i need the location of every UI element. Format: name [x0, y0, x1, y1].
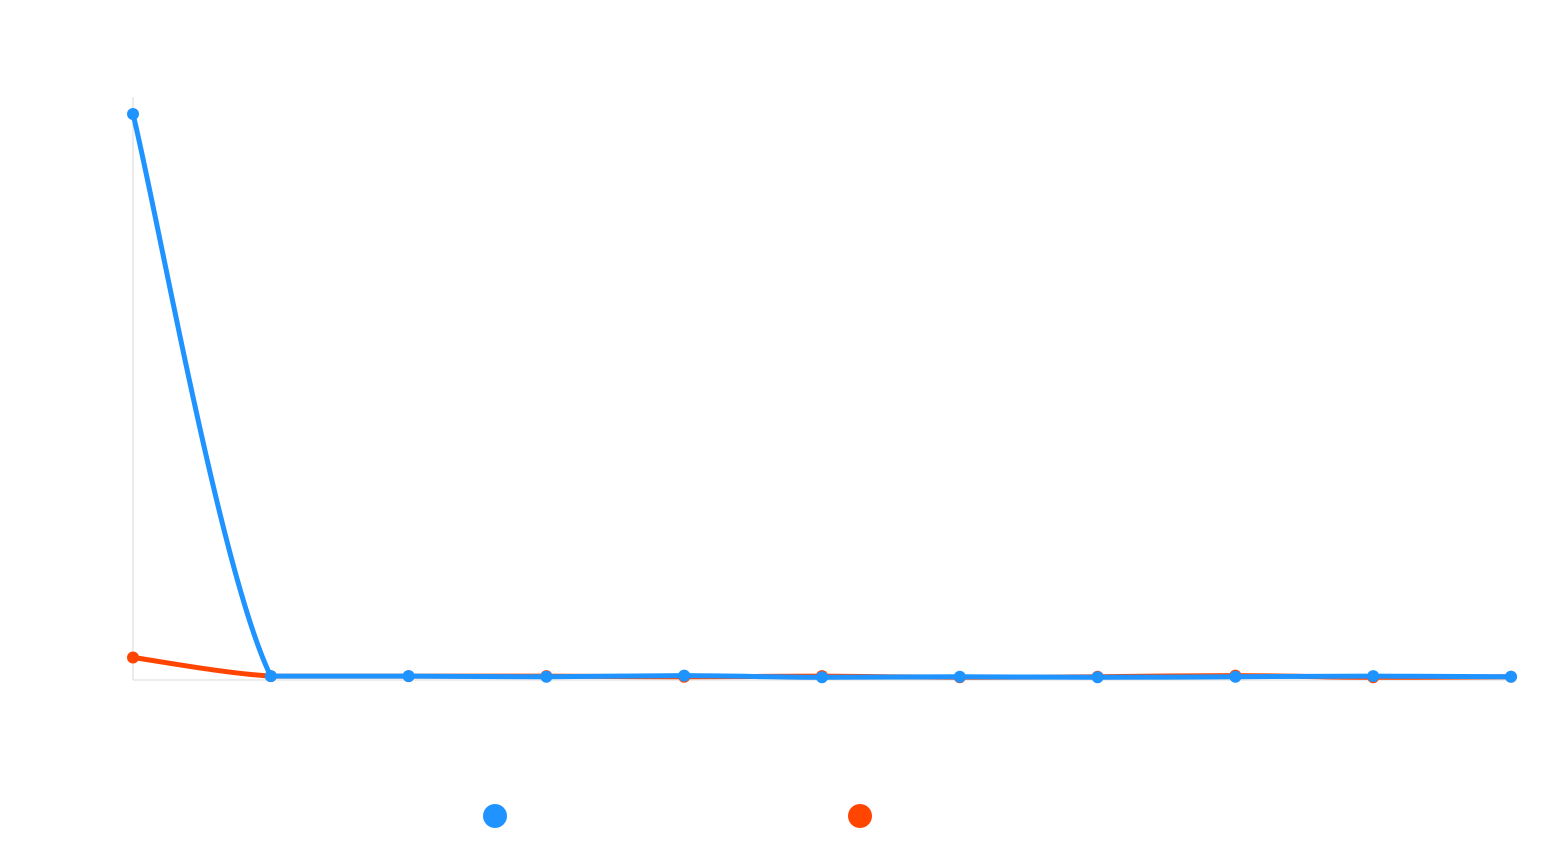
series-1-point-2[interactable]	[264, 670, 277, 683]
series-1-point-1[interactable]	[127, 108, 139, 120]
series-1	[127, 108, 1517, 684]
series-1-point-7[interactable]	[953, 670, 966, 683]
series-1-point-9[interactable]	[1229, 670, 1242, 683]
legend-marker-1	[483, 804, 507, 828]
series-1-point-4[interactable]	[540, 670, 553, 683]
legend-marker-2	[848, 804, 872, 828]
series-1-point-10[interactable]	[1367, 670, 1380, 683]
legend	[483, 804, 872, 828]
series-1-point-6[interactable]	[816, 671, 828, 684]
series-2-point-1[interactable]	[127, 651, 139, 664]
series-layer	[127, 108, 1517, 684]
series-1-point-11[interactable]	[1505, 670, 1517, 683]
legend-item-2[interactable]	[848, 804, 872, 828]
series-1-point-3[interactable]	[402, 670, 415, 683]
series-1-point-8[interactable]	[1091, 671, 1104, 684]
series-1-point-5[interactable]	[678, 669, 691, 682]
legend-item-1[interactable]	[483, 804, 507, 828]
series-1-line	[130, 111, 1514, 680]
